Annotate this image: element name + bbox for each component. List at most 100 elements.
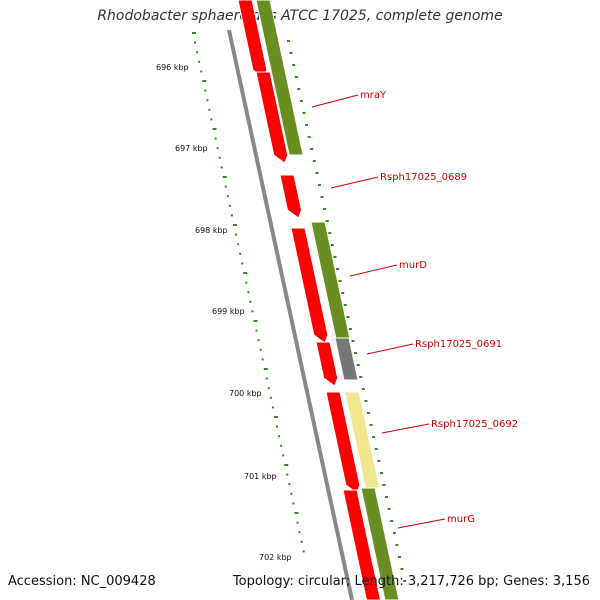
ruler-tick (257, 339, 260, 342)
red-gene-segment (325, 391, 361, 494)
track-tick (323, 208, 327, 210)
track-tick (333, 256, 337, 258)
ruler-tick (280, 444, 283, 447)
gene-label: Rsph17025_0691 (415, 339, 502, 350)
track-tick (307, 136, 311, 138)
kbp-label: 701 kbp (244, 472, 277, 481)
ruler-tick (208, 108, 211, 111)
ruler-tick (288, 483, 291, 486)
ruler-tick (220, 166, 223, 169)
gene-label: Rsph17025_0692 (431, 419, 518, 430)
track-tick (289, 52, 293, 54)
ruler-tick (286, 473, 289, 476)
track-tick (397, 556, 401, 558)
gene-murG (360, 487, 400, 600)
ruler-tick (300, 540, 303, 543)
track-tick (317, 184, 321, 186)
track-tick (287, 40, 290, 42)
ruler-tick (282, 454, 285, 457)
track-tick (379, 472, 383, 474)
track-tick (351, 340, 355, 342)
ruler-tick (216, 147, 219, 150)
ruler-tick (302, 550, 305, 553)
track-tick (297, 88, 301, 90)
ruler-tick (198, 60, 201, 63)
ruler-tick (245, 281, 248, 284)
track-tick (343, 304, 347, 306)
track-tick (369, 424, 373, 426)
ruler-tick (259, 348, 262, 351)
ruler-tick (296, 521, 299, 524)
leader-line (349, 264, 398, 277)
track-tick (299, 100, 303, 102)
gene-label: murD (399, 260, 427, 271)
ruler-tick (214, 137, 217, 140)
leader-line (330, 176, 379, 189)
ruler-tick (206, 99, 209, 102)
gene-label: mraY (360, 90, 387, 101)
track-tick (395, 544, 399, 546)
ruler-tick (222, 176, 227, 178)
ruler-tick (241, 262, 244, 265)
ruler-tick (194, 41, 197, 44)
ruler-tick (265, 377, 268, 380)
leader-line (311, 94, 359, 108)
gene-label: murG (447, 514, 475, 525)
track-tick (387, 508, 391, 510)
ruler-tick (294, 512, 299, 514)
track-tick (390, 520, 394, 522)
ruler-tick (290, 492, 293, 495)
ruler-tick (298, 531, 301, 534)
kbp-labels: 696 kbp 697 kbp 698 kbp 699 kbp 700 kbp 701 k… (156, 63, 292, 562)
track-tick (359, 376, 363, 378)
track-tick (336, 268, 340, 270)
ruler-tick (284, 464, 289, 466)
track-tick (366, 412, 370, 414)
track-tick (325, 220, 329, 222)
ruler-tick (210, 118, 213, 121)
right-gene-track (255, 0, 400, 600)
ruler-tick (196, 51, 199, 54)
track-tick (305, 124, 309, 126)
track-tick (377, 460, 381, 462)
ruler-tick (226, 195, 229, 198)
ruler-tick (263, 368, 268, 370)
track-tick (330, 244, 334, 246)
ruler-tick (235, 233, 238, 236)
ruler-tick (247, 291, 250, 294)
ruler-tick (192, 32, 196, 34)
ruler-tick (239, 252, 242, 255)
track-tick (292, 64, 296, 66)
track-tick (310, 148, 314, 150)
red-gene-segment (315, 341, 339, 387)
gene-Rsph17025_0691 (334, 337, 359, 381)
ruler-tick (200, 70, 203, 73)
ruler-tick (237, 243, 240, 246)
track-tick (392, 532, 396, 534)
ruler-tick (251, 310, 254, 313)
backbone-line (227, 29, 354, 600)
kbp-label: 700 kbp (229, 389, 262, 398)
track-tick (385, 496, 389, 498)
accession-label: Accession: NC_009428 (8, 574, 156, 589)
leader-line (381, 423, 430, 434)
ruler-tick (249, 300, 252, 303)
kbp-label: 699 kbp (212, 307, 245, 316)
gene-murD (310, 221, 351, 339)
track-tick (361, 388, 365, 390)
track-tick (374, 448, 378, 450)
ruler-tick (261, 358, 264, 361)
kbp-label: 702 kbp (259, 553, 292, 562)
track-tick (320, 196, 324, 198)
red-gene-track (237, 0, 381, 600)
gene-labels: mraY Rsph17025_0689 murD Rsph17025_0691 Rsph… (360, 90, 518, 525)
ruler-tick (228, 204, 231, 207)
ruler-tick (276, 425, 279, 428)
genome-backbone (227, 29, 354, 600)
topology-label: Topology: circular; Length: 3,217,726 bp… (232, 574, 590, 589)
ruler-tick (204, 89, 207, 92)
track-tick (356, 364, 360, 366)
red-gene-segment (342, 489, 381, 600)
ruler-tick (271, 406, 274, 409)
leader-line (397, 518, 446, 529)
